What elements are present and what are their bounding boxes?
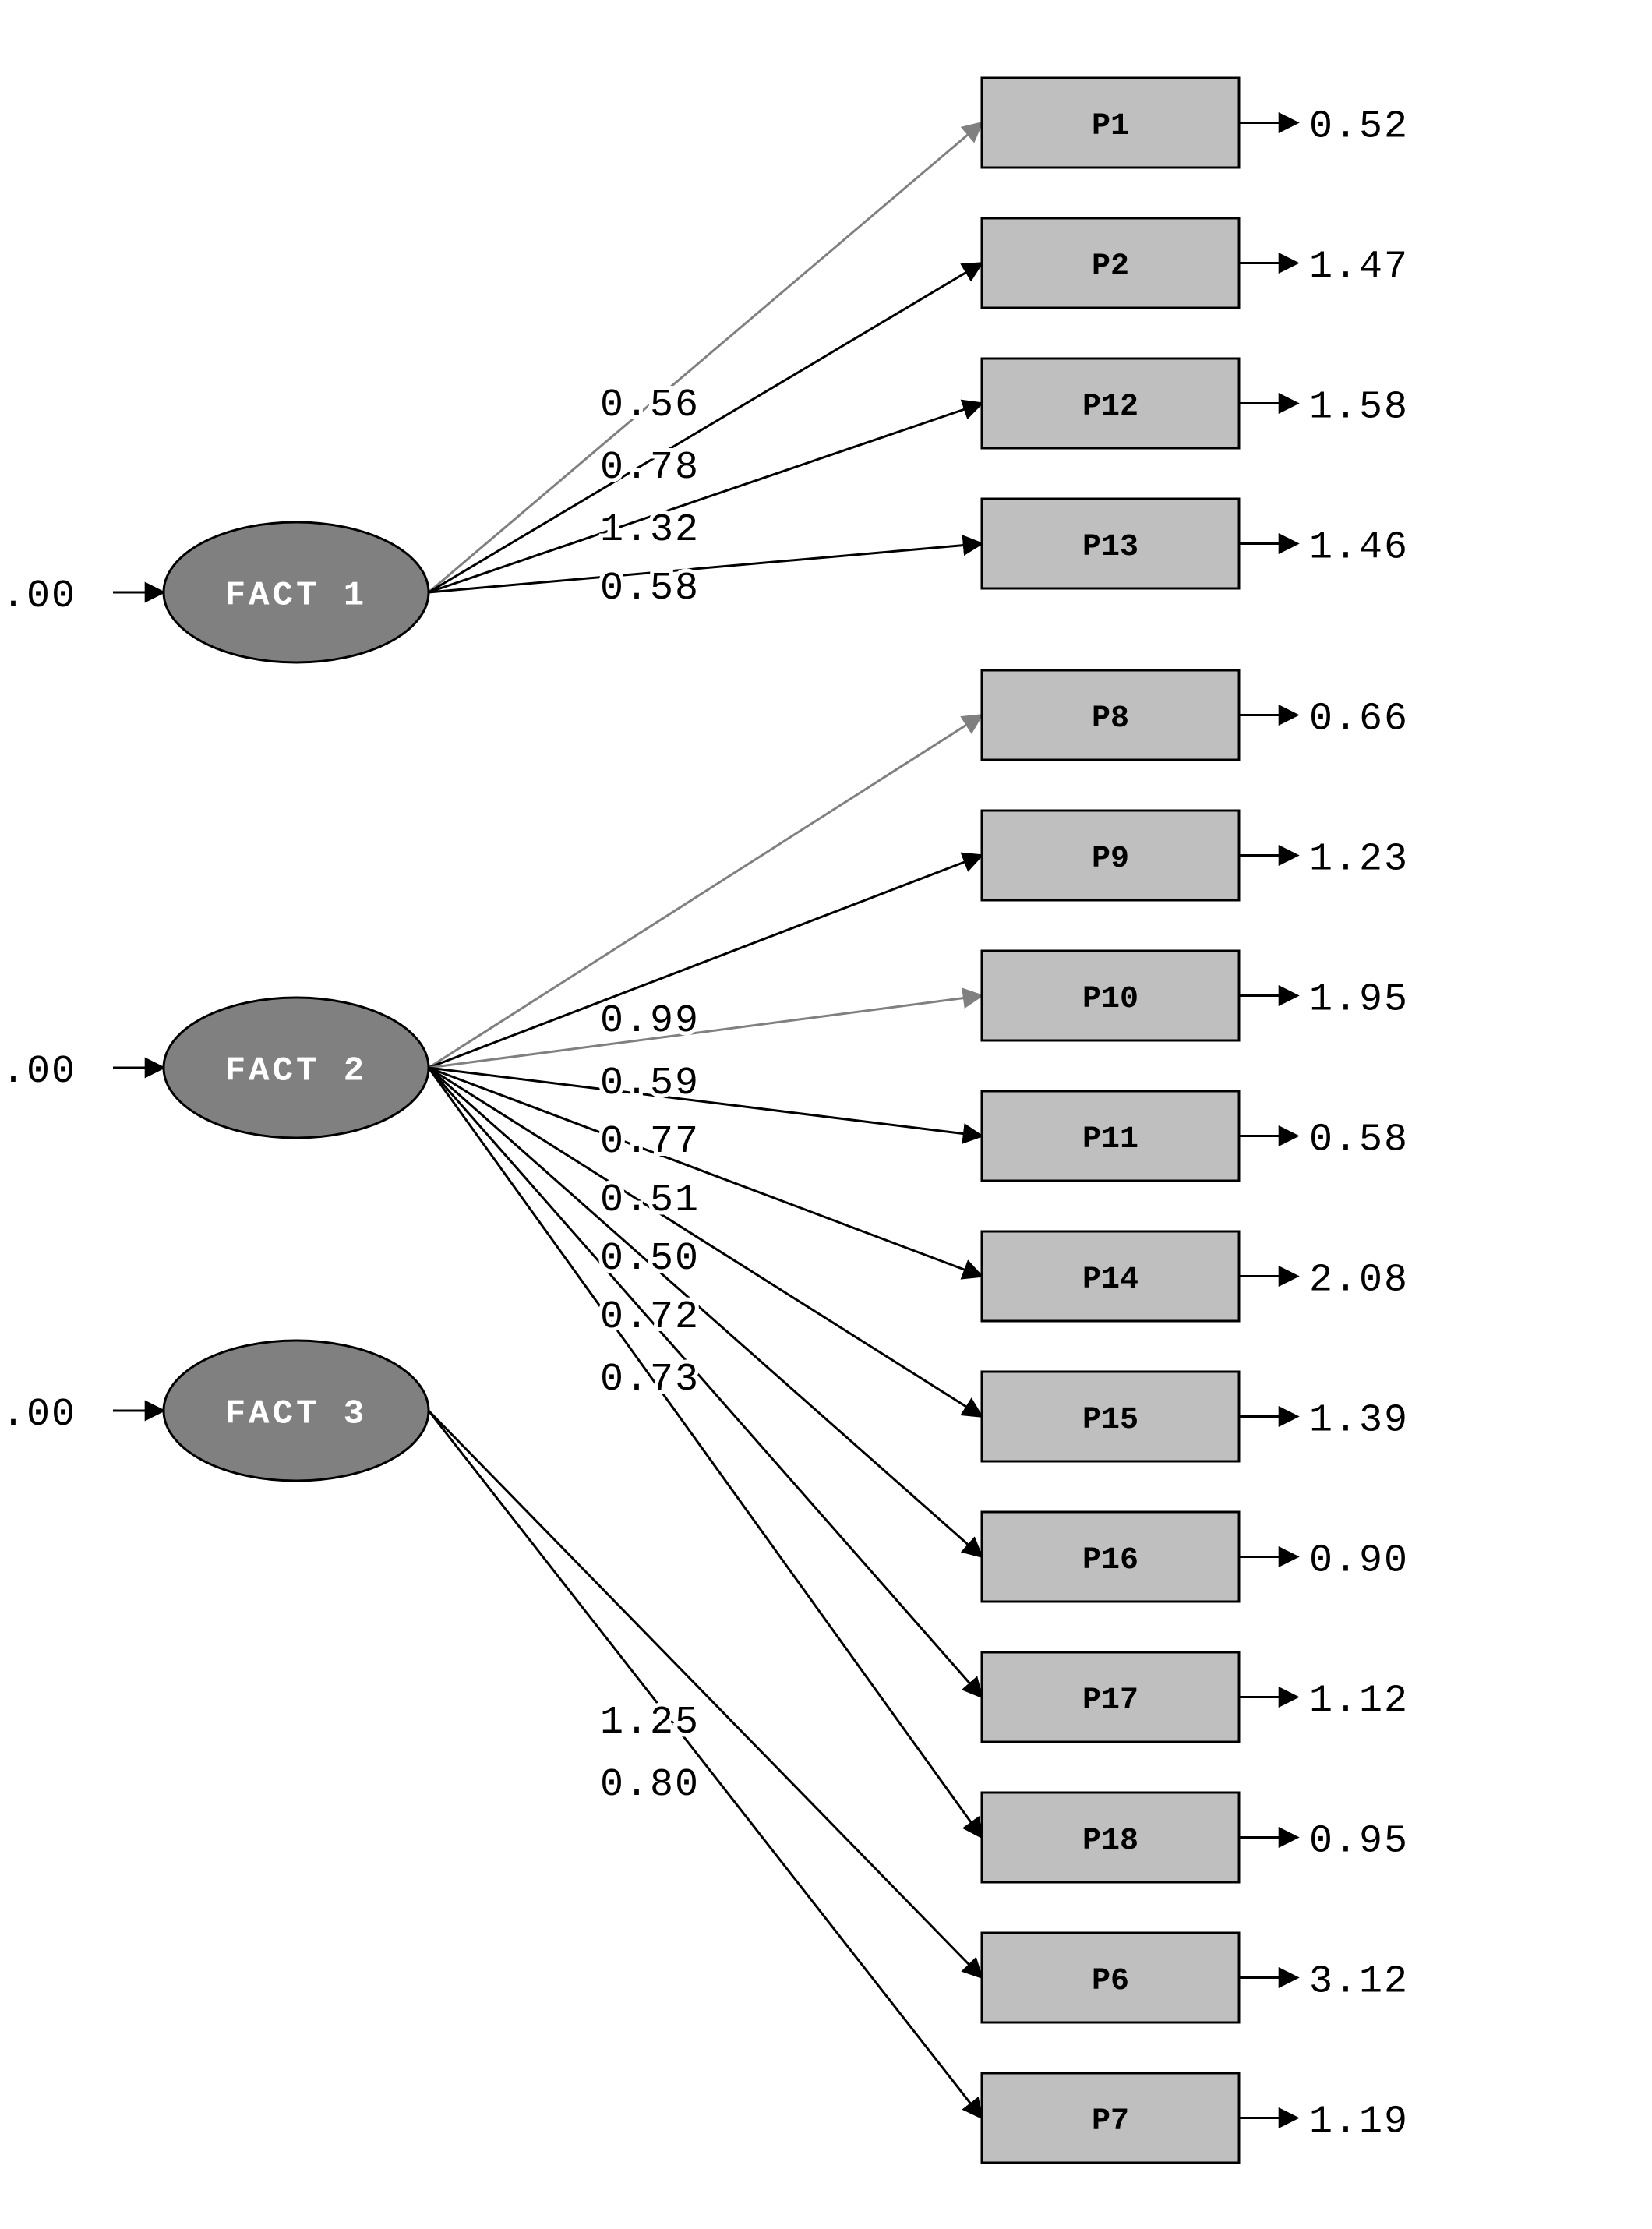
indicator-label: P1 <box>1092 109 1129 144</box>
nodes-group: FACT 1 FACT 2 FACT 3 P1 P2 P12 P13 P8 P9 P10 P11 P1… <box>164 78 1239 2163</box>
error-value: 3.12 <box>1309 1960 1409 2005</box>
error-value: 1.19 <box>1309 2100 1409 2145</box>
error-value: 1.39 <box>1309 1399 1409 1443</box>
factor-label: FACT 2 <box>225 1052 367 1091</box>
indicator-label: P6 <box>1092 1964 1129 1999</box>
loading-edge <box>429 996 982 1069</box>
loading-edge <box>429 544 982 593</box>
variance-value: 1.00 <box>0 1393 76 1437</box>
indicator-label: P10 <box>1082 982 1138 1017</box>
error-value: 0.58 <box>1309 1118 1409 1163</box>
loading-value: 1.32 <box>600 508 700 553</box>
error-value: 1.47 <box>1309 246 1409 290</box>
variance-value: 1.00 <box>0 1050 76 1094</box>
variance-value: 1.00 <box>0 574 76 619</box>
loading-edge <box>429 1411 982 2118</box>
error-value: 0.90 <box>1309 1539 1409 1584</box>
loading-value: 0.56 <box>600 383 700 428</box>
indicator-label: P12 <box>1082 390 1138 425</box>
indicator-label: P8 <box>1092 701 1129 737</box>
error-value: 1.23 <box>1309 838 1409 882</box>
loading-value: 0.73 <box>600 1358 700 1402</box>
indicator-label: P11 <box>1082 1122 1138 1157</box>
loading-edge <box>429 856 982 1069</box>
loading-edge <box>429 1068 982 1277</box>
loading-edge <box>429 1068 982 1557</box>
loading-value: 0.51 <box>600 1178 700 1223</box>
error-value: 0.52 <box>1309 105 1409 150</box>
indicator-label: P13 <box>1082 530 1138 565</box>
indicator-label: P9 <box>1092 842 1129 877</box>
loading-edge <box>429 404 982 593</box>
loading-value: 1.25 <box>600 1701 700 1745</box>
loading-edge <box>429 123 982 593</box>
loading-edge <box>429 1068 982 1136</box>
loading-value: 0.72 <box>600 1295 700 1340</box>
error-value: 0.66 <box>1309 698 1409 742</box>
loading-value: 0.50 <box>600 1237 700 1281</box>
loading-edge <box>429 1068 982 1417</box>
factor-label: FACT 1 <box>225 577 367 616</box>
error-value: 1.12 <box>1309 1680 1409 1724</box>
indicator-label: P18 <box>1082 1824 1138 1859</box>
loading-value: 0.78 <box>600 446 700 490</box>
indicator-label: P17 <box>1082 1683 1138 1719</box>
loading-edge <box>429 263 982 593</box>
loading-edge <box>429 1068 982 1697</box>
error-value: 1.95 <box>1309 978 1409 1023</box>
loading-value: 0.58 <box>600 567 700 611</box>
indicator-label: P7 <box>1092 2104 1129 2139</box>
error-value: 2.08 <box>1309 1259 1409 1303</box>
indicator-label: P14 <box>1082 1263 1138 1298</box>
loading-edge <box>429 1411 982 1978</box>
loading-value: 0.80 <box>600 1763 700 1807</box>
error-value: 1.58 <box>1309 386 1409 430</box>
error-value: 0.95 <box>1309 1820 1409 1864</box>
factor-label: FACT 3 <box>225 1395 367 1434</box>
loading-value: 0.59 <box>600 1062 700 1106</box>
error-value: 1.46 <box>1309 526 1409 570</box>
loading-edge <box>429 715 982 1069</box>
loading-edge <box>429 1068 982 1838</box>
indicator-label: P16 <box>1082 1543 1138 1578</box>
sem-diagram: FACT 1 FACT 2 FACT 3 P1 P2 P12 P13 P8 P9 P10 P11 P1… <box>0 0 1652 2229</box>
indicator-label: P15 <box>1082 1403 1138 1438</box>
loading-value: 0.99 <box>600 999 700 1044</box>
indicator-label: P2 <box>1092 249 1129 284</box>
loading-value: 0.77 <box>600 1120 700 1164</box>
